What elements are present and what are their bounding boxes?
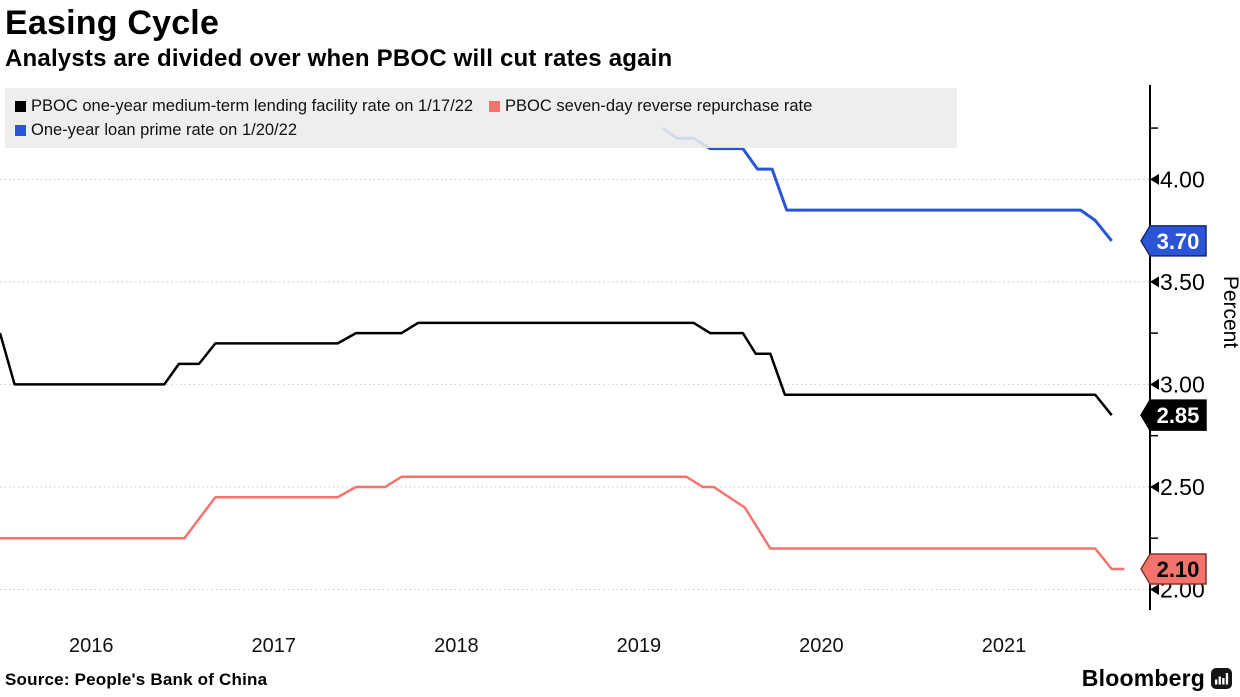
bloomberg-logo-text: Bloomberg — [1081, 665, 1205, 691]
value-tag-label: 2.10 — [1157, 557, 1200, 582]
value-tag — [1140, 553, 1207, 585]
header: Easing Cycle Analysts are divided over w… — [5, 2, 672, 74]
legend-label-mlf-rate: PBOC one-year medium-term lending facili… — [31, 97, 474, 115]
y-axis-tick-arrow — [1150, 583, 1159, 595]
value-tag — [1140, 399, 1207, 431]
y-axis-tick-label: 3.00 — [1160, 371, 1205, 397]
legend-item-reverse-repo-rate: PBOC seven-day reverse repurchase rate — [489, 95, 812, 117]
x-axis-tick-label: 2016 — [69, 635, 114, 657]
legend-label-reverse-repo-rate: PBOC seven-day reverse repurchase rate — [505, 97, 813, 115]
y-axis-tick-label: 2.50 — [1160, 474, 1205, 500]
value-tag-label: 2.85 — [1157, 403, 1200, 428]
page-title: Easing Cycle — [5, 4, 220, 42]
y-axis-tick-label: 3.50 — [1160, 269, 1205, 295]
legend-item-mlf-rate: PBOC one-year medium-term lending facili… — [15, 95, 473, 117]
y-axis-tick-arrow — [1150, 378, 1159, 390]
y-axis-tick-arrow — [1150, 276, 1159, 288]
footer: Source: People's Bank of China Bloomberg — [0, 663, 1240, 697]
y-axis-tick-label: 4.00 — [1160, 166, 1205, 192]
value-tag-label: 3.70 — [1157, 229, 1200, 254]
y-axis-title: Percent — [1219, 276, 1240, 349]
series-line-1 — [0, 475, 1125, 571]
page-subtitle: Analysts are divided over when PBOC will… — [5, 45, 673, 72]
source-text: Source: People's Bank of China — [5, 670, 268, 689]
y-axis-tick-arrow — [1150, 481, 1159, 493]
x-axis-tick-label: 2017 — [252, 635, 297, 657]
chart-legend: PBOC one-year medium-term lending facili… — [5, 88, 957, 148]
legend-swatch-red — [489, 100, 501, 112]
bloomberg-logo: Bloomberg — [1082, 665, 1232, 692]
x-axis-tick-label: 2020 — [799, 635, 844, 657]
y-axis-tick-arrow — [1150, 173, 1159, 185]
legend-label-loan-prime-rate: One-year loan prime rate on 1/20/22 — [31, 121, 297, 139]
value-tag — [1140, 225, 1207, 257]
legend-swatch-blue — [15, 124, 26, 136]
legend-item-loan-prime-rate: One-year loan prime rate on 1/20/22 — [15, 119, 297, 141]
x-axis-tick-label: 2019 — [617, 635, 662, 657]
legend-swatch-black — [15, 100, 26, 112]
x-axis-tick-label: 2018 — [434, 635, 479, 657]
bloomberg-bars-icon — [1211, 668, 1232, 689]
series-line-0 — [0, 321, 1113, 416]
x-axis-tick-label: 2021 — [982, 635, 1027, 657]
